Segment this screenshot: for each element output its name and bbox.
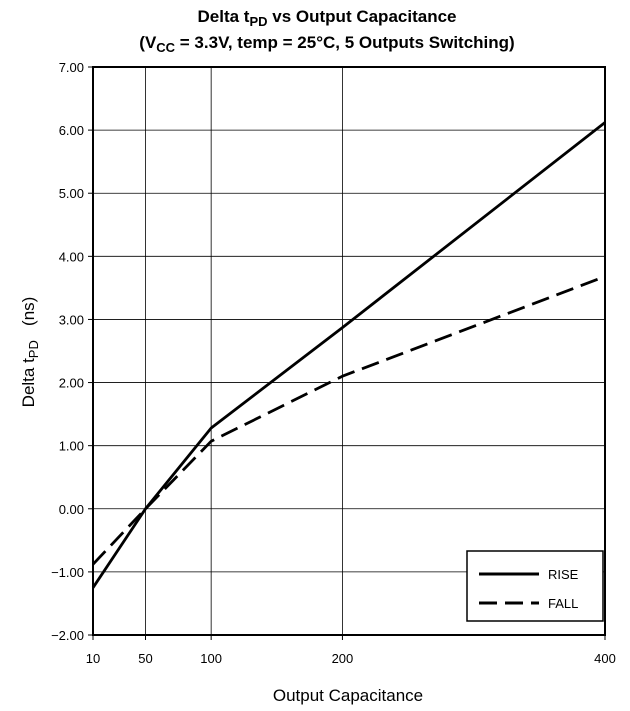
x-axis-ticks: 10 50 100 200 400	[86, 635, 616, 666]
y-tick-label: 3.00	[59, 312, 84, 327]
series-layer	[91, 121, 606, 589]
x-tick-label: 100	[200, 651, 222, 666]
chart-title-line1-sub: PD	[249, 14, 267, 29]
x-tick-label: 50	[138, 651, 152, 666]
y-axis-ticks: 7.00 6.00 5.00 4.00 3.00 2.00 1.00 0.00 −1.00 −2.…	[51, 60, 93, 643]
series-line-fall	[91, 275, 606, 566]
y-tick-label: 6.00	[59, 123, 84, 138]
y-tick-label: 2.00	[59, 376, 84, 391]
legend-label-fall: FALL	[548, 596, 578, 611]
grid-layer	[93, 66, 605, 636]
y-tick-label: 4.00	[59, 249, 84, 264]
y-axis-label-sub: PD	[26, 340, 41, 358]
legend: RISE FALL	[466, 550, 604, 622]
series-line-rise	[91, 121, 606, 589]
y-tick-label: 0.00	[59, 502, 84, 517]
chart-title-line1: Delta tPD vs Output Capacitance	[198, 7, 457, 29]
x-axis-label: Output Capacitance	[273, 686, 423, 705]
y-tick-label: 7.00	[59, 60, 84, 75]
y-axis-label: Delta tPD (ns)	[19, 297, 41, 408]
x-tick-label: 400	[594, 651, 616, 666]
y-tick-label: 5.00	[59, 186, 84, 201]
chart-title-line2-sub: CC	[156, 40, 175, 55]
y-tick-label: −1.00	[51, 565, 84, 580]
y-tick-label: −2.00	[51, 628, 84, 643]
legend-label-rise: RISE	[548, 567, 579, 582]
y-tick-label: 1.00	[59, 439, 84, 454]
chart-title-line2: (VCC = 3.3V, temp = 25°C, 5 Outputs Swit…	[139, 33, 514, 55]
x-tick-label: 200	[332, 651, 354, 666]
x-tick-label: 10	[86, 651, 100, 666]
legend-box	[466, 550, 604, 622]
plot-frame	[92, 66, 606, 636]
